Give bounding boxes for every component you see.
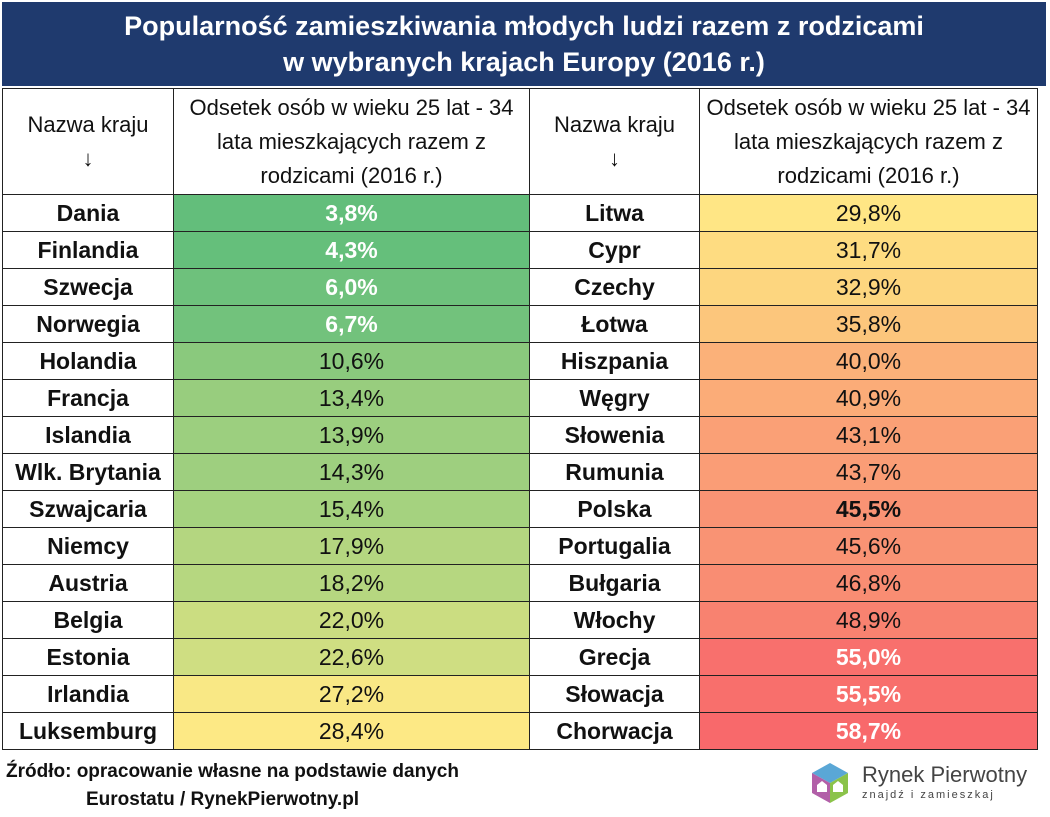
country-cell: Finlandia — [2, 231, 174, 269]
table-row: Szwecja 6,0% Czechy 32,9% — [2, 268, 1038, 306]
value-cell: 13,9% — [173, 416, 530, 454]
table-row: Holandia 10,6% Hiszpania 40,0% — [2, 342, 1038, 380]
value-cell: 4,3% — [173, 231, 530, 269]
down-arrow-icon: ↓ — [82, 145, 94, 171]
value-header-left: Odsetek osób w wieku 25 lat - 34 lata mi… — [173, 88, 530, 195]
country-cell: Polska — [529, 490, 700, 528]
country-header-left: Nazwa kraju ↓ — [2, 88, 174, 195]
logo: Rynek Pierwotny znajdź i zamieszkaj — [806, 758, 1042, 808]
value-cell: 43,7% — [699, 453, 1038, 491]
table-row: Dania 3,8% Litwa 29,8% — [2, 194, 1038, 232]
value-cell: 35,8% — [699, 305, 1038, 343]
country-cell: Cypr — [529, 231, 700, 269]
country-cell: Chorwacja — [529, 712, 700, 750]
country-header-right: Nazwa kraju ↓ — [529, 88, 700, 195]
value-cell: 48,9% — [699, 601, 1038, 639]
value-cell: 6,0% — [173, 268, 530, 306]
country-header-label: Nazwa kraju — [27, 111, 149, 137]
value-cell: 32,9% — [699, 268, 1038, 306]
country-cell: Rumunia — [529, 453, 700, 491]
country-cell: Irlandia — [2, 675, 174, 713]
country-cell: Portugalia — [529, 527, 700, 565]
country-header-label: Nazwa kraju — [553, 111, 676, 137]
table-row: Finlandia 4,3% Cypr 31,7% — [2, 231, 1038, 269]
value-cell: 40,0% — [699, 342, 1038, 380]
value-cell: 29,8% — [699, 194, 1038, 232]
value-cell: 45,5% — [699, 490, 1038, 528]
value-cell: 58,7% — [699, 712, 1038, 750]
value-cell: 15,4% — [173, 490, 530, 528]
table-row: Islandia 13,9% Słowenia 43,1% — [2, 416, 1038, 454]
source-note: Źródło: opracowanie własne na podstawie … — [6, 758, 459, 814]
table-row: Niemcy 17,9% Portugalia 45,6% — [2, 527, 1038, 565]
country-cell: Holandia — [2, 342, 174, 380]
value-cell: 55,0% — [699, 638, 1038, 676]
country-cell: Bułgaria — [529, 564, 700, 602]
country-cell: Litwa — [529, 194, 700, 232]
table-row: Luksemburg 28,4% Chorwacja 58,7% — [2, 712, 1038, 750]
value-cell: 6,7% — [173, 305, 530, 343]
table-row: Wlk. Brytania 14,3% Rumunia 43,7% — [2, 453, 1038, 491]
value-cell: 31,7% — [699, 231, 1038, 269]
table-row: Belgia 22,0% Włochy 48,9% — [2, 601, 1038, 639]
country-cell: Francja — [2, 379, 174, 417]
table-row: Irlandia 27,2% Słowacja 55,5% — [2, 675, 1038, 713]
value-cell: 17,9% — [173, 527, 530, 565]
country-cell: Włochy — [529, 601, 700, 639]
country-cell: Belgia — [2, 601, 174, 639]
country-cell: Czechy — [529, 268, 700, 306]
country-cell: Hiszpania — [529, 342, 700, 380]
country-cell: Słowenia — [529, 416, 700, 454]
source-line-2: Eurostatu / RynekPierwotny.pl — [86, 789, 360, 810]
table-row: Estonia 22,6% Grecja 55,0% — [2, 638, 1038, 676]
data-table: Nazwa kraju ↓ Odsetek osób w wieku 25 la… — [2, 88, 1038, 750]
country-cell: Austria — [2, 564, 174, 602]
table-row: Francja 13,4% Węgry 40,9% — [2, 379, 1038, 417]
value-cell: 55,5% — [699, 675, 1038, 713]
value-cell: 18,2% — [173, 564, 530, 602]
country-cell: Grecja — [529, 638, 700, 676]
country-cell: Szwecja — [2, 268, 174, 306]
country-cell: Wlk. Brytania — [2, 453, 174, 491]
value-cell: 10,6% — [173, 342, 530, 380]
value-cell: 46,8% — [699, 564, 1038, 602]
title-line-2: w wybranych krajach Europy (2016 r.) — [283, 47, 765, 77]
country-cell: Łotwa — [529, 305, 700, 343]
logo-name: Rynek Pierwotny — [862, 762, 1028, 787]
country-cell: Luksemburg — [2, 712, 174, 750]
value-cell: 14,3% — [173, 453, 530, 491]
table-row: Szwajcaria 15,4% Polska 45,5% — [2, 490, 1038, 528]
country-cell: Węgry — [529, 379, 700, 417]
table-title: Popularność zamieszkiwania młodych ludzi… — [2, 2, 1046, 86]
value-cell: 45,6% — [699, 527, 1038, 565]
value-cell: 43,1% — [699, 416, 1038, 454]
country-cell: Niemcy — [2, 527, 174, 565]
value-cell: 13,4% — [173, 379, 530, 417]
country-cell: Szwajcaria — [2, 490, 174, 528]
logo-tagline: znajdź i zamieszkaj — [862, 789, 995, 801]
value-header-right: Odsetek osób w wieku 25 lat - 34 lata mi… — [699, 88, 1038, 195]
country-cell: Estonia — [2, 638, 174, 676]
country-cell: Dania — [2, 194, 174, 232]
house-cube-icon — [812, 763, 848, 803]
value-cell: 27,2% — [173, 675, 530, 713]
down-arrow-icon: ↓ — [609, 145, 620, 171]
header-row: Nazwa kraju ↓ Odsetek osób w wieku 25 la… — [2, 88, 1038, 195]
value-cell: 40,9% — [699, 379, 1038, 417]
country-cell: Norwegia — [2, 305, 174, 343]
value-cell: 22,6% — [173, 638, 530, 676]
country-cell: Słowacja — [529, 675, 700, 713]
title-line-1: Popularność zamieszkiwania młodych ludzi… — [124, 11, 924, 41]
value-cell: 28,4% — [173, 712, 530, 750]
table-row: Norwegia 6,7% Łotwa 35,8% — [2, 305, 1038, 343]
country-cell: Islandia — [2, 416, 174, 454]
value-cell: 22,0% — [173, 601, 530, 639]
value-cell: 3,8% — [173, 194, 530, 232]
source-line-1: Źródło: opracowanie własne na podstawie … — [6, 761, 459, 782]
table-row: Austria 18,2% Bułgaria 46,8% — [2, 564, 1038, 602]
